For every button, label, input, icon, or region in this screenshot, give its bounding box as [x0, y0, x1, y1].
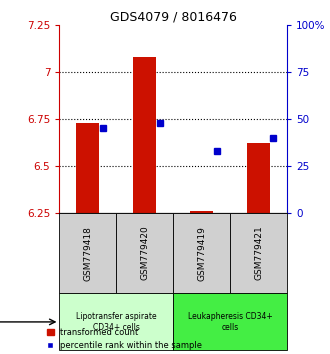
- Bar: [77, 122, 99, 213]
- Text: Leukapheresis CD34+
cells: Leukapheresis CD34+ cells: [188, 312, 273, 332]
- FancyBboxPatch shape: [59, 213, 116, 293]
- Bar: [190, 211, 213, 213]
- FancyBboxPatch shape: [59, 293, 173, 350]
- Text: GSM779421: GSM779421: [254, 226, 263, 280]
- Text: GSM779418: GSM779418: [83, 225, 92, 280]
- Bar: [133, 57, 156, 213]
- Text: GSM779419: GSM779419: [197, 225, 206, 280]
- FancyBboxPatch shape: [230, 213, 287, 293]
- Legend: transformed count, percentile rank within the sample: transformed count, percentile rank withi…: [47, 328, 202, 350]
- Text: GSM779420: GSM779420: [140, 226, 149, 280]
- Text: Lipotransfer aspirate
CD34+ cells: Lipotransfer aspirate CD34+ cells: [76, 312, 157, 332]
- FancyBboxPatch shape: [116, 213, 173, 293]
- FancyBboxPatch shape: [173, 293, 287, 350]
- Bar: [247, 143, 270, 213]
- FancyBboxPatch shape: [173, 213, 230, 293]
- Title: GDS4079 / 8016476: GDS4079 / 8016476: [110, 11, 237, 24]
